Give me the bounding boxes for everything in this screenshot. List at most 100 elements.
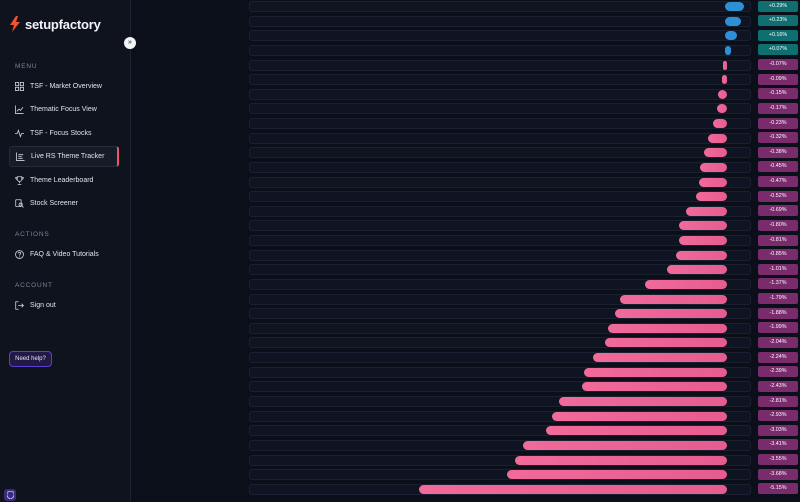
chart-row: Diversified Tech-0.38% (131, 146, 800, 161)
bar-track (249, 176, 751, 188)
value-bar[interactable] (584, 367, 728, 377)
need-help-button[interactable]: Need help? (9, 351, 52, 367)
value-badge: -2.43% (758, 380, 798, 392)
value-bar[interactable] (713, 119, 728, 129)
chart-row: Bitcoin-2.81% (131, 395, 800, 410)
value-bar[interactable] (725, 45, 732, 55)
chart-row: Uranium & Nuclear Energy-2.43% (131, 380, 800, 395)
value-bar[interactable] (551, 411, 728, 421)
value-bar[interactable] (707, 133, 728, 143)
value-bar[interactable] (593, 353, 728, 363)
nav-item-thematic-focus-view[interactable]: Thematic Focus View (9, 99, 119, 120)
value-bar[interactable] (605, 338, 728, 348)
bar-track (249, 88, 751, 100)
nav-item-label: Thematic Focus View (30, 106, 97, 114)
chart-row: Metals & Mining-1.99% (131, 322, 800, 337)
chart-row: Semiconductors-2.93% (131, 410, 800, 425)
nav-item-label: Live RS Theme Tracker (31, 153, 105, 161)
actions-section-title: ACTIONS (15, 231, 50, 238)
chart-row: AI - Datacenters-0.23% (131, 117, 800, 132)
bar-track (249, 1, 751, 12)
value-bar[interactable] (725, 2, 745, 11)
value-bar[interactable] (679, 221, 728, 231)
chart-row: Silver Miners-1.01% (131, 263, 800, 278)
nav-item-tsf-market-overview[interactable]: TSF - Market Overview (9, 76, 119, 97)
account-section-title: ACCOUNT (15, 282, 53, 289)
nav-item-theme-leaderboard[interactable]: Theme Leaderboard (9, 170, 119, 191)
value-badge: -0.45% (758, 161, 798, 173)
value-badge: -0.52% (758, 190, 798, 202)
value-bar[interactable] (507, 470, 728, 480)
value-badge: -1.79% (758, 293, 798, 305)
value-bar[interactable] (546, 426, 728, 436)
chart-row: IPOs-0.07% (131, 59, 800, 74)
nav-item-live-rs-theme-tracker[interactable]: Live RS Theme Tracker (9, 146, 119, 168)
logo-text: setupfactory (25, 16, 101, 32)
logo[interactable]: setupfactory (9, 16, 101, 32)
value-badge: -3.68% (758, 468, 798, 480)
value-bar[interactable] (696, 192, 728, 202)
grid-icon (15, 82, 24, 91)
nav-item-faq-and-video-tutorials[interactable]: FAQ & Video Tutorials (9, 244, 119, 265)
value-bar[interactable] (581, 382, 728, 392)
value-bar[interactable] (608, 323, 728, 333)
value-badge: -0.47% (758, 176, 798, 188)
value-badge: -0.80% (758, 219, 798, 231)
chart-row: Speculative Tech-0.45% (131, 161, 800, 176)
shield-badge[interactable] (4, 489, 16, 501)
bar-track (249, 366, 751, 378)
value-bar[interactable] (718, 89, 728, 99)
theme-rs-chart: Fintech+0.29%Utilities+0.23%Homebuilders… (131, 0, 800, 502)
value-bar[interactable] (514, 455, 728, 465)
nav-item-stock-screener[interactable]: Stock Screener (9, 193, 119, 214)
chart-row: Homebuilders+0.16% (131, 29, 800, 44)
value-bar[interactable] (676, 250, 728, 260)
chart-row: Clean Energy-5.15% (131, 483, 800, 498)
bar-track (249, 469, 751, 481)
value-badge: -1.88% (758, 307, 798, 319)
bar-track (249, 220, 751, 232)
chart-row: Solar-3.55% (131, 454, 800, 469)
nav-item-label: TSF - Focus Stocks (30, 129, 92, 137)
value-bar[interactable] (685, 206, 728, 216)
nav-item-sign-out[interactable]: Sign out (9, 295, 119, 316)
value-bar[interactable] (700, 162, 728, 172)
chart-row: Small Caps-0.52% (131, 190, 800, 205)
bar-track (249, 30, 751, 42)
chart-row: Broad AI Theme-0.85% (131, 249, 800, 264)
chart-row: Biotech-2.24% (131, 351, 800, 366)
bar-track (249, 264, 751, 276)
chart-row: Drones-0.80% (131, 219, 800, 234)
logo-icon (10, 16, 20, 32)
value-bar[interactable] (523, 440, 728, 450)
value-badge: -0.85% (758, 249, 798, 261)
sidebar-collapse-button[interactable]: » (124, 37, 136, 49)
value-bar[interactable] (645, 279, 728, 289)
chart-row: Telecom, Optics & Connectivity-0.69% (131, 205, 800, 220)
value-bar[interactable] (666, 265, 728, 275)
value-bar[interactable] (716, 104, 728, 114)
value-bar[interactable] (725, 31, 737, 41)
chart-row: Utilities+0.23% (131, 15, 800, 30)
chart-row: Growth Stocks-0.15% (131, 88, 800, 103)
value-bar[interactable] (419, 484, 728, 494)
value-badge: -2.81% (758, 395, 798, 407)
value-bar[interactable] (614, 309, 728, 319)
value-badge: -3.41% (758, 439, 798, 451)
value-bar[interactable] (678, 236, 728, 246)
value-bar[interactable] (725, 16, 741, 26)
value-bar[interactable] (722, 60, 728, 70)
value-bar[interactable] (559, 397, 728, 406)
value-badge: -0.69% (758, 205, 798, 217)
nav-item-tsf-focus-stocks[interactable]: TSF - Focus Stocks (9, 123, 119, 144)
bar-track (249, 425, 751, 437)
value-badge: +0.29% (758, 0, 798, 12)
value-bar[interactable] (704, 148, 728, 158)
bar-track (249, 44, 751, 56)
chart-row: Rare Earth Metals-1.88% (131, 307, 800, 322)
value-bar[interactable] (620, 294, 728, 304)
value-bar[interactable] (721, 75, 728, 85)
value-badge: +0.16% (758, 29, 798, 41)
value-bar[interactable] (699, 177, 728, 187)
